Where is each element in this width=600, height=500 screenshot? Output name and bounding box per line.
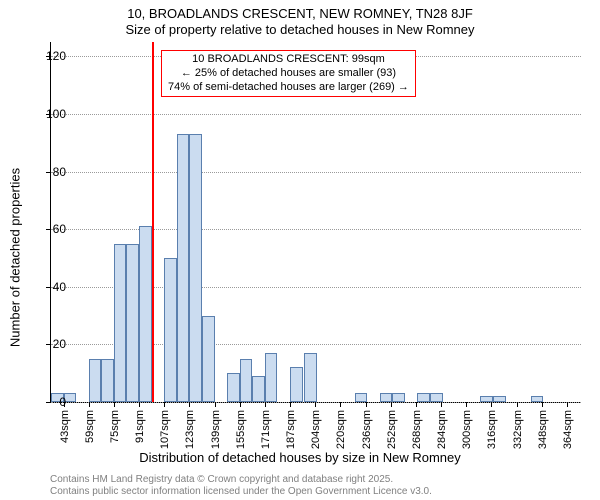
x-tick-mark xyxy=(89,402,90,407)
y-tick-label: 120 xyxy=(26,49,66,63)
x-tick-mark xyxy=(466,402,467,407)
x-tick-label: 107sqm xyxy=(159,410,171,454)
x-tick-mark xyxy=(366,402,367,407)
y-axis-label: Number of detached properties xyxy=(8,148,23,368)
x-tick-mark xyxy=(441,402,442,407)
histogram-bar xyxy=(240,359,253,402)
y-tick-label: 0 xyxy=(26,395,66,409)
x-tick-label: 220sqm xyxy=(335,410,347,454)
annotation-line2: ← 25% of detached houses are smaller (93… xyxy=(168,67,409,81)
histogram-bar xyxy=(290,367,303,402)
histogram-bar xyxy=(126,244,139,402)
x-tick-mark xyxy=(567,402,568,407)
x-tick-mark xyxy=(491,402,492,407)
x-tick-mark xyxy=(391,402,392,407)
histogram-bar xyxy=(493,396,506,402)
x-tick-mark xyxy=(240,402,241,407)
histogram-bar xyxy=(164,258,177,402)
footer-line2: Contains public sector information licen… xyxy=(50,486,432,498)
histogram-bar xyxy=(355,393,368,402)
histogram-bar xyxy=(227,373,240,402)
x-tick-label: 268sqm xyxy=(411,410,423,454)
histogram-bar xyxy=(189,134,202,402)
y-tick-label: 80 xyxy=(26,165,66,179)
x-tick-label: 332sqm xyxy=(512,410,524,454)
histogram-bar xyxy=(265,353,278,402)
x-tick-mark xyxy=(164,402,165,407)
annotation-box: 10 BROADLANDS CRESCENT: 99sqm ← 25% of d… xyxy=(161,50,416,97)
x-tick-mark xyxy=(189,402,190,407)
y-tick-label: 100 xyxy=(26,107,66,121)
x-tick-label: 316sqm xyxy=(486,410,498,454)
x-tick-label: 123sqm xyxy=(184,410,196,454)
x-tick-label: 348sqm xyxy=(537,410,549,454)
plot-area: 10 BROADLANDS CRESCENT: 99sqm ← 25% of d… xyxy=(50,42,581,403)
histogram-bar xyxy=(380,393,393,402)
histogram-bar xyxy=(177,134,190,402)
x-tick-label: 155sqm xyxy=(235,410,247,454)
x-tick-mark xyxy=(340,402,341,407)
marker-line xyxy=(152,42,154,402)
x-tick-label: 300sqm xyxy=(461,410,473,454)
x-tick-mark xyxy=(315,402,316,407)
annotation-line3: 74% of semi-detached houses are larger (… xyxy=(168,81,409,95)
x-tick-mark xyxy=(265,402,266,407)
histogram-bar xyxy=(202,316,215,402)
histogram-bar xyxy=(114,244,127,402)
x-tick-mark xyxy=(517,402,518,407)
histogram-bar xyxy=(417,393,430,402)
y-tick-label: 60 xyxy=(26,222,66,236)
x-tick-label: 75sqm xyxy=(109,410,121,454)
x-tick-label: 236sqm xyxy=(361,410,373,454)
y-gridline xyxy=(51,172,581,173)
x-tick-label: 59sqm xyxy=(84,410,96,454)
x-tick-label: 43sqm xyxy=(59,410,71,454)
chart-title-line1: 10, BROADLANDS CRESCENT, NEW ROMNEY, TN2… xyxy=(0,6,600,21)
chart-container: 10, BROADLANDS CRESCENT, NEW ROMNEY, TN2… xyxy=(0,0,600,500)
footer-attribution: Contains HM Land Registry data © Crown c… xyxy=(50,474,432,497)
x-tick-label: 139sqm xyxy=(210,410,222,454)
histogram-bar xyxy=(304,353,317,402)
x-tick-mark xyxy=(416,402,417,407)
annotation-line1: 10 BROADLANDS CRESCENT: 99sqm xyxy=(168,53,409,67)
histogram-bar xyxy=(392,393,405,402)
y-gridline xyxy=(51,114,581,115)
x-tick-mark xyxy=(139,402,140,407)
footer-line1: Contains HM Land Registry data © Crown c… xyxy=(50,474,432,486)
x-tick-mark xyxy=(215,402,216,407)
y-tick-label: 40 xyxy=(26,280,66,294)
x-tick-label: 252sqm xyxy=(386,410,398,454)
y-gridline xyxy=(51,229,581,230)
histogram-bar xyxy=(139,226,152,402)
y-tick-label: 20 xyxy=(26,337,66,351)
histogram-bar xyxy=(101,359,114,402)
chart-title-line2: Size of property relative to detached ho… xyxy=(0,22,600,37)
x-tick-label: 364sqm xyxy=(562,410,574,454)
x-tick-label: 187sqm xyxy=(285,410,297,454)
histogram-bar xyxy=(89,359,102,402)
x-tick-mark xyxy=(290,402,291,407)
x-tick-label: 204sqm xyxy=(310,410,322,454)
x-tick-label: 284sqm xyxy=(436,410,448,454)
x-tick-mark xyxy=(542,402,543,407)
histogram-bar xyxy=(430,393,443,402)
x-tick-label: 171sqm xyxy=(260,410,272,454)
x-tick-label: 91sqm xyxy=(134,410,146,454)
histogram-bar xyxy=(252,376,265,402)
x-tick-mark xyxy=(114,402,115,407)
